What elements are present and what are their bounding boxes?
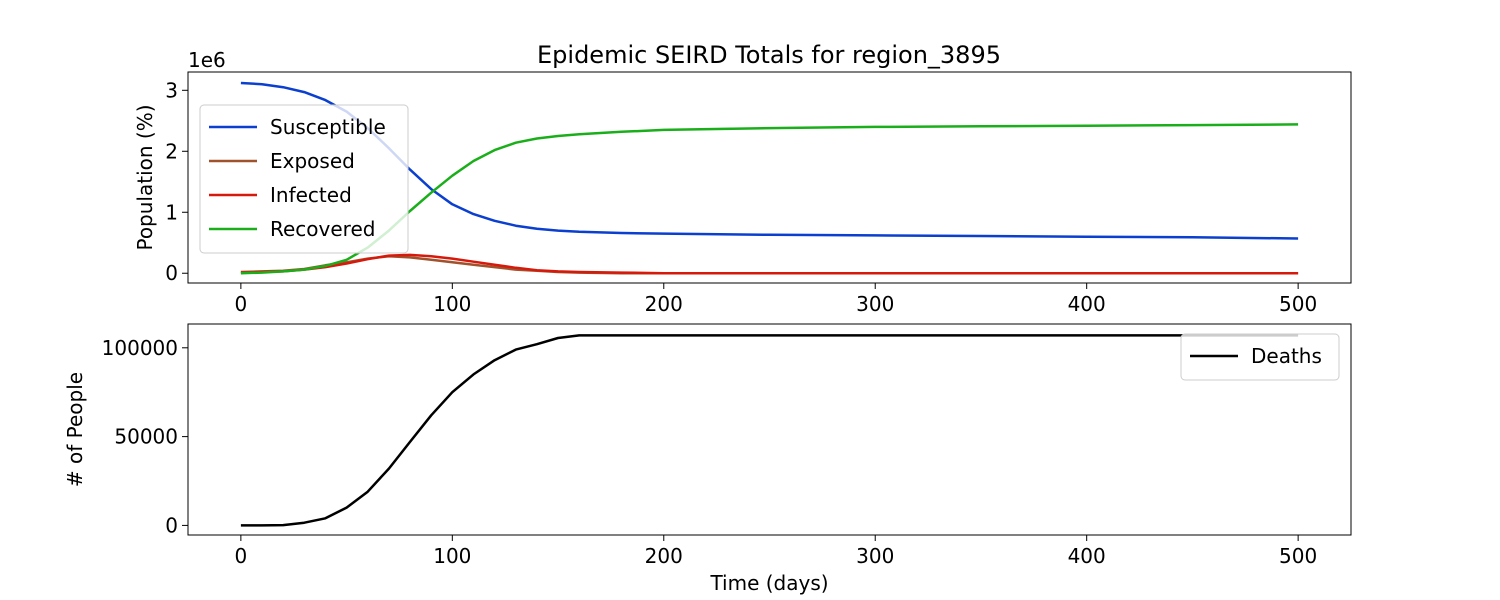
x-tick-label: 300 [856, 292, 894, 316]
legend: Susceptible Exposed Infected Recovered [199, 104, 409, 254]
x-axis-label: Time (days) [709, 571, 828, 595]
series-line-susceptible [240, 81, 1299, 240]
axes-frame [187, 323, 1352, 536]
x-tick-label: 500 [1279, 544, 1317, 568]
x-tick-label: 400 [1068, 292, 1106, 316]
y-tick-label: 50000 [114, 425, 178, 449]
y-tick-label: 1 [165, 200, 178, 224]
x-tick-label: 400 [1068, 544, 1106, 568]
series-line-deaths [240, 334, 1299, 527]
y-tick-label: 100000 [102, 336, 178, 360]
x-tick-label: 500 [1279, 292, 1317, 316]
y-tick-label: 0 [165, 261, 178, 285]
x-tick-label: 200 [645, 544, 683, 568]
series-line-exposed [240, 254, 1299, 275]
y-axis-label: # of People [63, 372, 87, 487]
legend-label-exposed: Exposed [270, 149, 355, 173]
x-tick-label: 200 [645, 292, 683, 316]
chart-title: Epidemic SEIRD Totals for region_3895 [537, 41, 1001, 69]
bottom-panel: 0 100 200 300 400 500 0 50000 100000 # of People T… [63, 323, 1352, 595]
y-offset-label: 1e6 [188, 48, 226, 72]
legend: Deaths [1180, 333, 1340, 381]
series-line-recovered [240, 123, 1299, 275]
legend-label-deaths: Deaths [1251, 344, 1322, 368]
x-tick-label: 0 [234, 544, 247, 568]
x-tick-label: 0 [234, 292, 247, 316]
y-tick-label: 0 [165, 513, 178, 537]
legend-box [199, 104, 409, 254]
y-tick-label: 2 [165, 139, 178, 163]
top-panel: 0 100 200 300 400 500 0 1 2 3 1e6 Population (%) Sus… [133, 48, 1352, 316]
y-axis-label: Population (%) [133, 104, 157, 250]
legend-box [1180, 333, 1340, 381]
y-tick-label: 3 [165, 78, 178, 102]
legend-label-recovered: Recovered [270, 217, 375, 241]
x-tick-label: 100 [433, 544, 471, 568]
axes-frame [187, 71, 1352, 284]
x-tick-label: 300 [856, 544, 894, 568]
x-tick-label: 100 [433, 292, 471, 316]
legend-label-susceptible: Susceptible [270, 115, 386, 139]
legend-label-infected: Infected [270, 183, 352, 207]
